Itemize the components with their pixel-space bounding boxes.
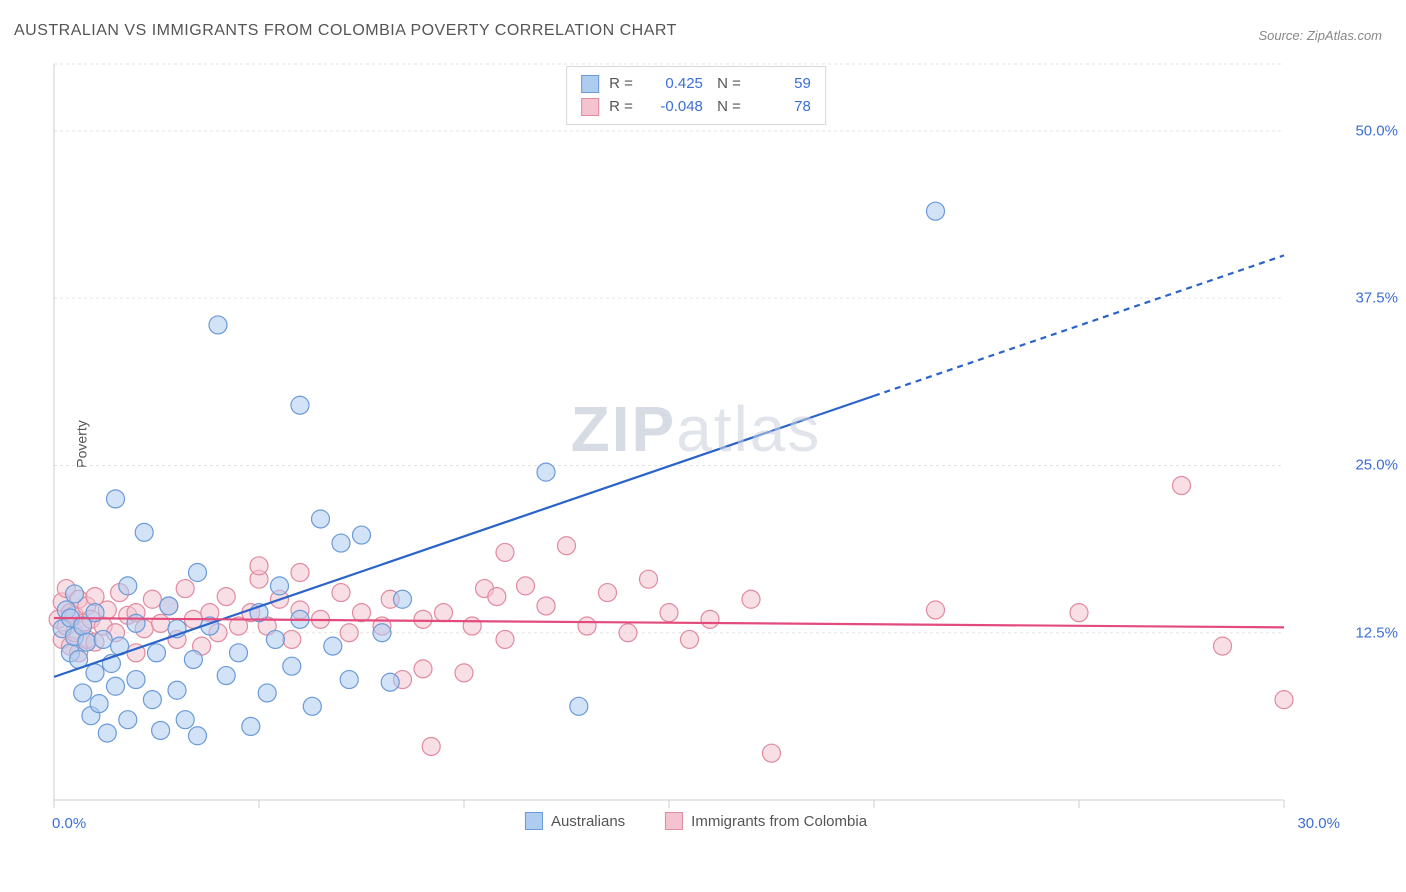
- legend-r-value-1: -0.048: [643, 96, 703, 119]
- x-axis-min-label: 0.0%: [52, 815, 86, 832]
- y-tick-label: 50.0%: [1355, 122, 1398, 139]
- legend-label-0: Australians: [551, 813, 625, 830]
- legend-n-label: N =: [713, 96, 741, 119]
- legend-swatch-1: [581, 98, 599, 116]
- correlation-legend: R = 0.425 N = 59 R = -0.048 N = 78: [566, 66, 826, 125]
- legend-row-series-1: R = -0.048 N = 78: [581, 96, 811, 119]
- source-attribution: Source: ZipAtlas.com: [1258, 28, 1382, 43]
- legend-r-label: R =: [609, 96, 633, 119]
- scatter-plot-svg: [48, 60, 1344, 828]
- legend-r-label: R =: [609, 73, 633, 96]
- legend-r-value-0: 0.425: [643, 73, 703, 96]
- series-legend: Australians Immigrants from Colombia: [525, 812, 867, 830]
- legend-item-0: Australians: [525, 812, 625, 830]
- legend-swatch-0: [581, 75, 599, 93]
- y-tick-label: 25.0%: [1355, 457, 1398, 474]
- legend-swatch-1-icon: [665, 812, 683, 830]
- chart-area: Poverty ZIPatlas R = 0.425 N = 59 R = -0…: [48, 60, 1344, 828]
- y-tick-label: 12.5%: [1355, 624, 1398, 641]
- legend-label-1: Immigrants from Colombia: [691, 813, 867, 830]
- legend-swatch-0-icon: [525, 812, 543, 830]
- y-tick-label: 37.5%: [1355, 290, 1398, 307]
- chart-title: AUSTRALIAN VS IMMIGRANTS FROM COLOMBIA P…: [14, 22, 677, 40]
- legend-n-value-1: 78: [751, 96, 811, 119]
- legend-n-value-0: 59: [751, 73, 811, 96]
- legend-item-1: Immigrants from Colombia: [665, 812, 867, 830]
- legend-row-series-0: R = 0.425 N = 59: [581, 73, 811, 96]
- x-axis-max-label: 30.0%: [1297, 815, 1340, 832]
- legend-n-label: N =: [713, 73, 741, 96]
